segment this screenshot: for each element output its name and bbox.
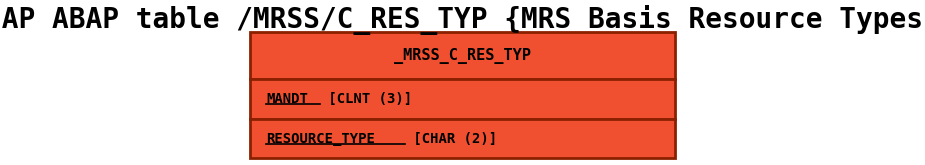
Text: SAP ABAP table /MRSS/C_RES_TYP {MRS Basis Resource Types}: SAP ABAP table /MRSS/C_RES_TYP {MRS Basi… <box>0 5 925 35</box>
Bar <box>250 79 675 119</box>
Text: _MRSS_C_RES_TYP: _MRSS_C_RES_TYP <box>394 48 531 64</box>
Text: [CLNT (3)]: [CLNT (3)] <box>320 92 412 106</box>
Text: RESOURCE_TYPE: RESOURCE_TYPE <box>266 132 376 146</box>
Bar <box>250 119 675 158</box>
Text: MANDT: MANDT <box>266 92 308 106</box>
Text: [CHAR (2)]: [CHAR (2)] <box>405 132 497 146</box>
Bar <box>250 32 675 79</box>
